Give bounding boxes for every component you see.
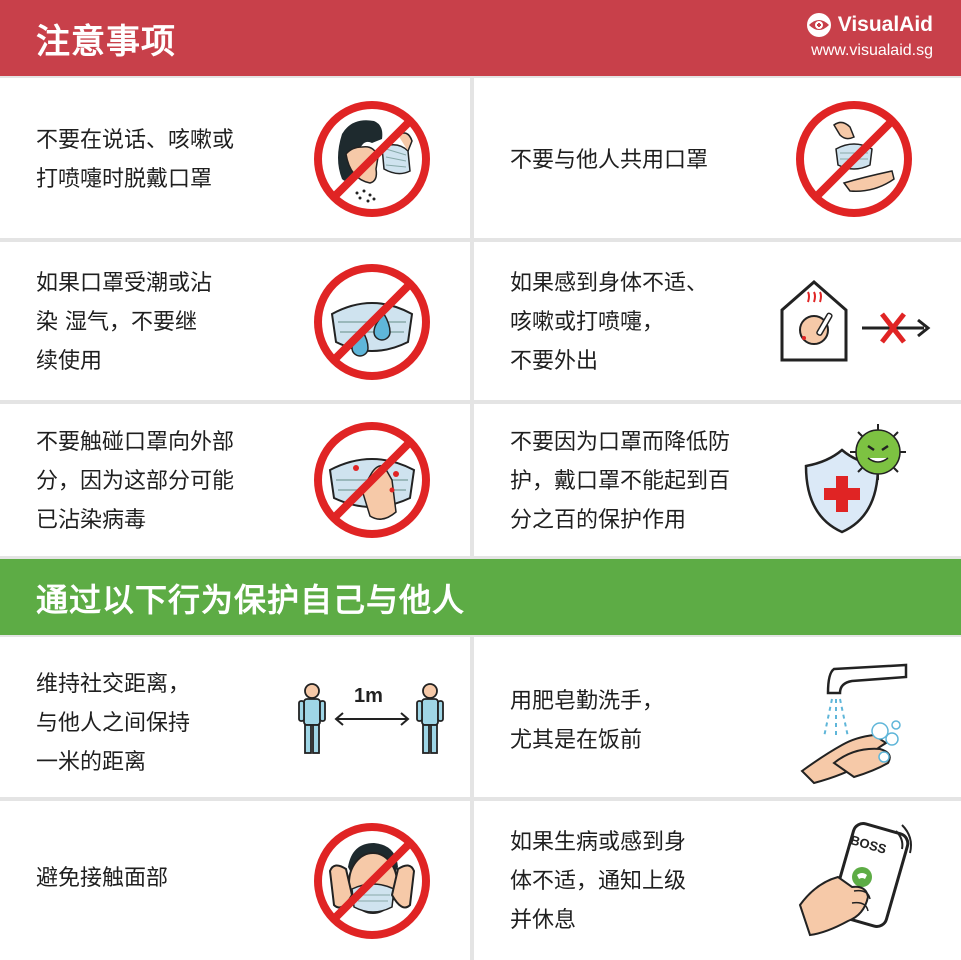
dont-card-false-security: 不要因为口罩而降低防 护，戴口罩不能起到百 分之百的保护作用: [474, 404, 961, 556]
card-line: 打喷嚏时脱戴口罩: [36, 167, 213, 192]
no-touching-face-icon: [314, 823, 430, 939]
dont-card-share-mask: 不要与他人共用口罩: [474, 78, 961, 238]
card-line: 尤其是在饭前: [510, 728, 643, 753]
card-line: 续使用: [36, 349, 103, 374]
card-line: 不要因为口罩而降低防: [510, 430, 731, 455]
phone-call-boss-icon: BOSS: [796, 817, 920, 941]
card-line: 避免接触面部: [36, 866, 169, 891]
warnings-title: 注意事项: [36, 22, 176, 62]
card-line: 分之百的保护作用: [510, 508, 687, 533]
card-line: 体不适，通知上级: [510, 869, 687, 894]
card-line: 已沾染病毒: [36, 508, 147, 533]
card-line: 如果感到身体不适、: [510, 271, 709, 296]
warnings-header: 注意事项 VisualAid www.visualaid.sg: [0, 0, 961, 76]
brand-logo: VisualAid: [806, 12, 933, 38]
no-touching-mask-icon: [314, 422, 430, 538]
card-line: 与他人之间保持: [36, 711, 191, 736]
dont-card-touch-mask: 不要触碰口罩向外部 分，因为这部分可能 已沾染病毒: [0, 404, 470, 556]
stay-home-sick-icon: [780, 280, 931, 362]
dont-card-stay-home: 如果感到身体不适、 咳嗽或打喷嚏， 不要外出: [474, 242, 961, 400]
do-card-avoid-face: 避免接触面部: [0, 801, 470, 960]
brand-url: www.visualaid.sg: [811, 42, 933, 59]
card-line: 分，因为这部分可能: [36, 469, 235, 494]
card-line: 如果生病或感到身: [510, 830, 687, 855]
no-wet-mask-icon: [314, 264, 430, 380]
card-line: 并休息: [510, 908, 577, 933]
do-card-notify-supervisor: 如果生病或感到身 体不适，通知上级 并休息 BOSS: [474, 801, 961, 960]
card-line: 不要与他人共用口罩: [510, 148, 709, 173]
card-line: 一米的距离: [36, 750, 147, 775]
brand-block: VisualAid www.visualaid.sg: [806, 12, 933, 60]
card-line: 如果口罩受潮或沾: [36, 271, 213, 296]
card-line: 护，戴口罩不能起到百: [510, 469, 731, 494]
shield-virus-icon: [804, 424, 906, 534]
card-line: 不要外出: [510, 349, 599, 374]
dont-card-remove-mask: 不要在说话、咳嗽或 打喷嚏时脱戴口罩: [0, 78, 470, 238]
hand-washing-icon: [800, 663, 908, 785]
card-line: 维持社交距离，: [36, 672, 191, 697]
do-card-wash-hands: 用肥皂勤洗手， 尤其是在饭前: [474, 637, 961, 797]
protection-header: 通过以下行为保护自己与他人: [0, 559, 961, 635]
no-sharing-mask-icon: [796, 101, 912, 217]
distance-label: 1m: [354, 685, 383, 707]
protection-title: 通过以下行为保护自己与他人: [36, 581, 466, 619]
dont-card-wet-mask: 如果口罩受潮或沾 染 湿气，不要继 续使用: [0, 242, 470, 400]
card-line: 染 湿气，不要继: [36, 310, 197, 335]
social-distance-icon: 1m: [296, 681, 446, 761]
eye-icon: [806, 13, 831, 37]
do-card-social-distance: 维持社交距离， 与他人之间保持 一米的距离 1m: [0, 637, 470, 797]
card-line: 不要触碰口罩向外部: [36, 430, 235, 455]
brand-name: VisualAid: [837, 13, 933, 36]
card-line: 不要在说话、咳嗽或: [36, 128, 235, 153]
no-removing-mask-icon: [314, 101, 430, 217]
card-line: 用肥皂勤洗手，: [510, 689, 665, 714]
card-line: 咳嗽或打喷嚏，: [510, 310, 665, 335]
